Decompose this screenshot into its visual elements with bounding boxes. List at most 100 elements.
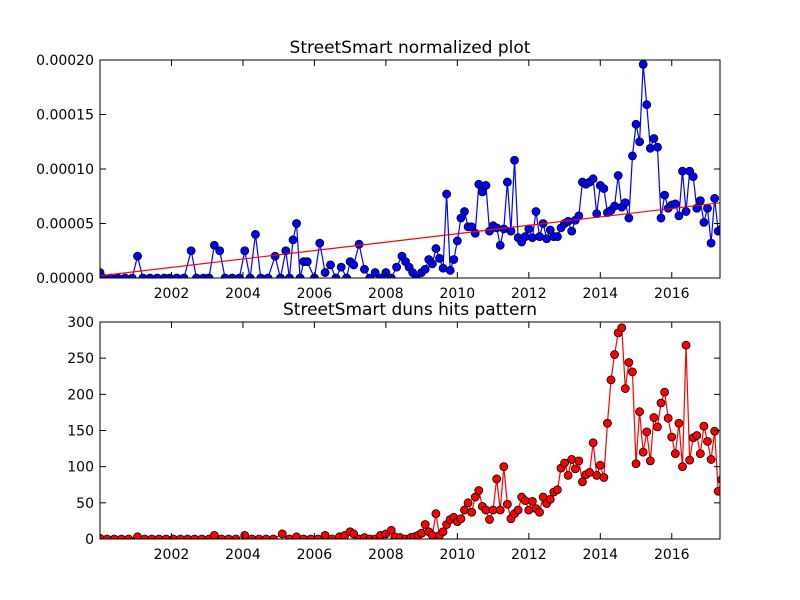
data-point — [268, 534, 278, 539]
data-point — [563, 470, 573, 480]
data-point — [231, 534, 241, 539]
data-point — [670, 199, 680, 209]
y-tick-label: 250 — [67, 351, 94, 367]
plot-area — [100, 323, 720, 539]
y-tick-label: 200 — [67, 387, 94, 403]
y-tick-label: 150 — [67, 424, 94, 440]
x-tick-label: 2016 — [654, 547, 690, 563]
data-point — [204, 273, 214, 278]
data-point — [717, 475, 720, 484]
data-point — [172, 273, 182, 278]
data-point — [463, 498, 473, 508]
x-tick-label: 2014 — [582, 547, 618, 563]
data-point — [299, 534, 309, 539]
data-point — [240, 246, 250, 256]
data-point — [653, 422, 662, 432]
data-point — [688, 172, 698, 182]
data-point — [109, 534, 119, 539]
data-point — [342, 273, 351, 278]
data-point — [284, 273, 294, 278]
data-point — [176, 534, 185, 539]
data-point — [617, 323, 627, 333]
data-point — [535, 507, 544, 517]
data-point — [713, 486, 720, 496]
data-point — [706, 238, 716, 248]
data-point — [524, 505, 534, 515]
data-point — [197, 534, 207, 539]
data-point — [685, 455, 695, 465]
data-point — [628, 151, 637, 161]
data-point — [545, 494, 555, 504]
data-point — [631, 459, 641, 469]
x-tick-label: 2010 — [440, 547, 476, 563]
data-point — [717, 224, 720, 233]
data-point — [628, 367, 637, 377]
data-point — [624, 213, 634, 223]
data-point — [502, 499, 512, 509]
data-point — [302, 257, 312, 267]
data-point — [349, 260, 359, 270]
data-point — [386, 273, 396, 278]
data-point — [492, 223, 502, 233]
data-point — [263, 273, 273, 278]
data-point — [154, 534, 164, 539]
data-point — [670, 449, 680, 459]
data-point — [295, 273, 305, 278]
data-point — [588, 174, 598, 184]
data-point — [306, 534, 316, 539]
data-point — [227, 273, 237, 278]
data-point — [190, 534, 200, 539]
data-point — [120, 273, 130, 278]
x-tick-label: 2016 — [654, 286, 690, 302]
data-point — [326, 260, 335, 270]
data-point — [570, 464, 580, 474]
data-point — [710, 426, 720, 436]
data-point — [703, 203, 712, 213]
data-point — [254, 534, 264, 539]
data-point — [145, 273, 155, 278]
data-point — [102, 534, 112, 539]
data-point — [624, 358, 634, 367]
data-point — [315, 238, 325, 248]
data-point — [460, 207, 469, 216]
data-point — [224, 534, 234, 539]
data-point — [642, 100, 652, 110]
data-point — [481, 180, 491, 190]
data-point — [574, 456, 584, 466]
data-point — [692, 431, 702, 440]
data-point — [638, 447, 648, 457]
data-point — [645, 456, 655, 466]
data-point — [631, 119, 641, 129]
data-point — [620, 384, 630, 393]
x-tick-label: 2012 — [511, 547, 547, 563]
data-point — [470, 228, 480, 238]
y-tick-label: 0.00005 — [36, 217, 94, 233]
data-point — [710, 194, 720, 203]
y-tick-label: 0.00015 — [36, 108, 94, 124]
data-point — [703, 436, 712, 446]
data-point — [220, 273, 230, 278]
data-point — [492, 474, 502, 484]
data-point — [240, 530, 250, 539]
data-point — [138, 273, 148, 278]
x-tick-label: 2004 — [225, 286, 261, 302]
x-tick-label: 2012 — [511, 286, 547, 302]
y-tick-label: 0 — [85, 532, 94, 548]
data-point — [681, 340, 691, 350]
data-point — [649, 134, 659, 143]
data-point — [599, 184, 609, 194]
data-point — [474, 179, 484, 189]
data-point — [567, 455, 577, 464]
x-tick-label: 2002 — [154, 286, 190, 302]
duns-hits-chart: StreetSmart duns hits pattern 2002 2004 20… — [67, 300, 721, 563]
data-point — [653, 142, 662, 152]
x-tick-label: 2008 — [368, 286, 404, 302]
data-point — [161, 534, 171, 539]
data-point — [649, 413, 659, 422]
x-tick-label: 2008 — [368, 547, 404, 563]
data-point — [620, 198, 630, 208]
data-point — [635, 137, 644, 147]
data-point — [261, 534, 271, 539]
data-point — [234, 273, 244, 278]
data-point — [152, 273, 162, 278]
